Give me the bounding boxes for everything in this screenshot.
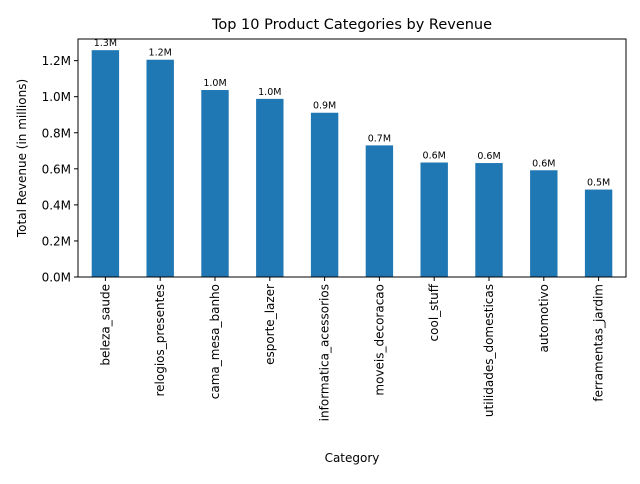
x-tick-label: cool_stuff <box>427 283 441 341</box>
x-tick-label: moveis_decoracao <box>372 284 386 396</box>
x-tick-label: ferramentas_jardim <box>592 284 606 402</box>
bar-utilidades-domesticas <box>475 163 503 277</box>
bar-informatica-acessorios <box>310 112 339 277</box>
bars-layer <box>91 50 613 278</box>
data-labels-layer: 1.3M 1.2M 1.0M 1.0M 0.9M 0.7M 0.6M 0.6M 0.6M 0.5M <box>94 38 611 188</box>
y-tick-label: 0.2M <box>42 234 71 248</box>
y-tick-label: 1.0M <box>42 90 71 104</box>
y-tick-label: 0.0M <box>42 271 71 285</box>
y-axis-label: Total Revenue (in millions) <box>15 79 29 238</box>
bar-cool-stuff <box>420 162 448 277</box>
data-label: 0.9M <box>313 101 336 112</box>
y-tick-label: 0.8M <box>42 126 71 140</box>
data-label: 0.6M <box>532 158 555 169</box>
x-tick-label: cama_mesa_banho <box>208 284 222 399</box>
data-label: 1.0M <box>203 78 226 89</box>
bar-automotivo <box>530 170 558 277</box>
y-tick-label: 0.6M <box>42 162 71 176</box>
x-tick-label: utilidades_domesticas <box>482 284 496 417</box>
bar-beleza-saude <box>91 50 120 277</box>
plot-frame <box>77 38 627 278</box>
bar-ferramentas-jardim <box>584 189 613 277</box>
data-label: 1.0M <box>258 87 281 98</box>
x-tick-label: beleza_saude <box>98 284 112 366</box>
data-label: 0.5M <box>587 178 610 189</box>
data-label: 1.2M <box>149 48 172 59</box>
x-tick-label: automotivo <box>537 284 551 353</box>
bar-cama-mesa-banho <box>201 90 229 277</box>
data-label: 0.7M <box>368 133 391 144</box>
data-label: 1.3M <box>94 38 117 49</box>
y-axis: 0.0M 0.2M 0.4M 0.6M 0.8M 1.0M 1.2M <box>42 54 78 285</box>
x-tick-label: esporte_lazer <box>263 284 277 365</box>
x-tick-label: relogios_presentes <box>153 284 167 397</box>
x-tick-label: informatica_acessorios <box>318 284 332 421</box>
y-tick-label: 1.2M <box>42 54 71 68</box>
bar-esporte-lazer <box>256 98 284 278</box>
x-axis-label: Category <box>325 451 380 465</box>
chart-title: Top 10 Product Categories by Revenue <box>211 17 492 33</box>
bar-moveis-decoracao <box>365 145 394 277</box>
bar-relogios-presentes <box>146 59 174 277</box>
data-label: 0.6M <box>423 151 446 162</box>
data-label: 0.6M <box>477 151 500 162</box>
y-tick-label: 0.4M <box>42 198 71 212</box>
x-axis: beleza_saude relogios_presentes cama_mesa_… <box>98 277 606 421</box>
